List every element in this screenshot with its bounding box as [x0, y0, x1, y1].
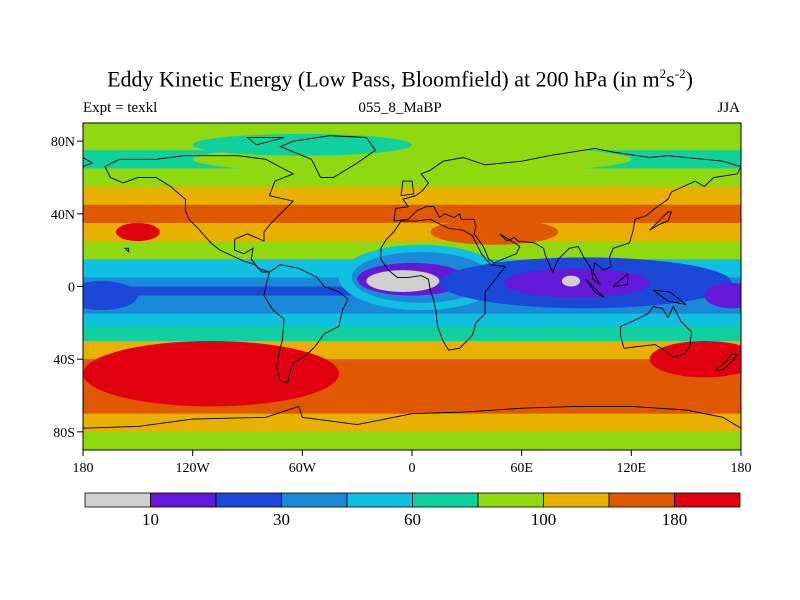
eke-contour-region [192, 133, 412, 156]
eke-band [83, 431, 741, 450]
plot-field [83, 123, 741, 450]
colorbar-box [477, 492, 544, 508]
eke-band [83, 204, 741, 224]
y-tick-label: 80S [53, 426, 75, 441]
eke-contour-region [649, 341, 741, 378]
y-tick-label: 40S [53, 353, 75, 368]
colorbar-box [543, 492, 610, 508]
eke-contour-region [561, 275, 581, 287]
title-sup-2: -2 [674, 66, 686, 81]
subtitle-right: JJA [717, 100, 740, 116]
x-tick-label: 120W [176, 461, 211, 476]
coastline [715, 353, 739, 371]
colorbar-box [215, 492, 282, 508]
coastline [619, 305, 693, 358]
coastline [83, 157, 94, 168]
eke-band [83, 413, 741, 433]
eke-contour-region [430, 219, 559, 245]
y-tick-label: 0 [68, 281, 75, 296]
eke-contour-region [83, 281, 138, 311]
eke-contour-region [83, 341, 339, 407]
coastline [279, 135, 377, 178]
coastline [246, 137, 285, 146]
colorbar-label: 100 [531, 510, 557, 529]
colorbar-box [84, 492, 151, 508]
x-tick-label: 180 [731, 461, 752, 476]
eke-contour-region [115, 222, 160, 242]
colorbar-label: 60 [404, 510, 421, 529]
eke-band [83, 313, 741, 328]
coastline [380, 218, 507, 351]
eke-band [83, 123, 741, 133]
coastline [400, 180, 415, 197]
x-tick-label: 180 [73, 461, 94, 476]
colorbar-box [150, 492, 217, 508]
colorbar-box [608, 492, 675, 508]
eke-contour-region [704, 282, 741, 309]
coastline [653, 289, 687, 306]
eke-band [83, 186, 741, 206]
coastline [83, 405, 741, 429]
colorbar-label: 10 [142, 510, 159, 529]
chart-title: Eddy Kinetic Energy (Low Pass, Bloomfiel… [0, 66, 800, 92]
title-text: Eddy Kinetic Energy (Low Pass, Bloomfiel… [107, 66, 660, 92]
x-tick-label: 60E [510, 461, 533, 476]
eke-band [83, 222, 741, 242]
title-sup-1: 2 [659, 66, 667, 81]
colorbar-box [674, 492, 741, 508]
coastline [393, 147, 741, 286]
coastline [104, 155, 295, 273]
x-tick-label: 120E [617, 461, 647, 476]
coastline [612, 272, 629, 287]
colorbar-box [412, 492, 479, 508]
colorbar-box [346, 492, 413, 508]
y-tick-label: 40N [51, 208, 75, 223]
subtitle-left: Expt = texkl [83, 100, 158, 116]
subtitle-center: 055_8_MaBP [358, 100, 442, 116]
x-tick-label: 0 [409, 461, 416, 476]
coastline [649, 211, 673, 231]
x-tick-label: 60W [289, 461, 317, 476]
y-tick-label: 80N [51, 135, 75, 150]
colorbar-label: 180 [662, 510, 688, 529]
eke-band [83, 326, 741, 342]
colorbar-label: 30 [273, 510, 290, 529]
colorbar-box [281, 492, 348, 508]
eke-band [83, 168, 741, 188]
coastline [123, 247, 130, 253]
coastline [263, 264, 349, 384]
coastline [585, 278, 605, 298]
title-unit-mid: s [666, 66, 675, 92]
title-close: ) [685, 66, 693, 92]
